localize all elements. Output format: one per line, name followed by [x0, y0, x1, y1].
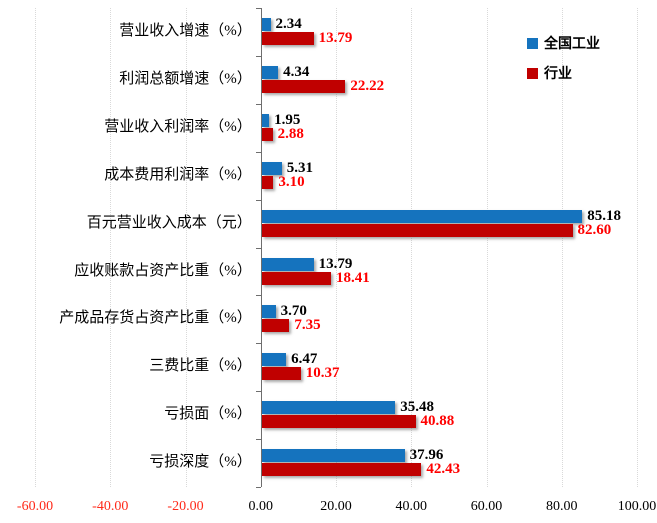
- category-label: 三费比重（%）: [149, 358, 252, 375]
- bar-sector: [261, 79, 346, 93]
- x-axis-tick-label: 100.00: [617, 499, 657, 514]
- axis-tick: [255, 247, 261, 249]
- bar-national-industry: [261, 353, 287, 367]
- category-label: 利润总额增速（%）: [119, 70, 252, 87]
- bar-sector: [261, 271, 332, 285]
- bar-value-label: 40.88: [420, 413, 455, 430]
- axis-tick: [255, 391, 261, 393]
- gridline: [110, 8, 112, 487]
- gridline: [561, 8, 563, 487]
- bar-value-label: 3.70: [280, 303, 307, 320]
- gridline: [336, 8, 337, 487]
- category-label: 营业收入利润率（%）: [104, 118, 252, 135]
- bar-national-industry: [261, 65, 279, 79]
- category-label: 营业收入增速（%）: [119, 23, 252, 39]
- bar-sector: [261, 319, 290, 333]
- gridline: [35, 8, 36, 487]
- x-axis-tick-label: -40.00: [92, 499, 129, 514]
- bar-sector: [261, 175, 274, 189]
- x-axis-tick-label: 60.00: [470, 499, 503, 514]
- category-label: 亏损深度（%）: [149, 454, 252, 471]
- bar-value-label: 22.22: [350, 77, 385, 94]
- legend-item-sector: 行业: [527, 63, 600, 83]
- gridline: [637, 8, 638, 487]
- category-label: 百元营业收入成本（元）: [86, 214, 252, 231]
- axis-tick: [255, 151, 261, 153]
- bar-value-label: 1.95: [274, 111, 301, 128]
- x-axis-tick-label: 80.00: [546, 499, 578, 514]
- bar-national-industry: [261, 161, 282, 175]
- legend-swatch-sector: [527, 67, 538, 79]
- category-label: 成本费用利润率（%）: [104, 166, 252, 183]
- axis-tick: [255, 8, 261, 9]
- bar-national-industry: [261, 401, 396, 415]
- axis-tick: [255, 199, 261, 201]
- bar-sector: [261, 32, 314, 45]
- legend-swatch-national-industry: [527, 37, 538, 49]
- x-axis-tick-label: 40.00: [395, 499, 428, 514]
- bar-value-label: 42.43: [426, 461, 461, 478]
- bar-value-label: 10.37: [305, 365, 340, 382]
- bar-value-label: 13.79: [318, 255, 353, 272]
- bar-value-label: 85.18: [587, 207, 621, 224]
- x-axis-tick-label: -20.00: [167, 499, 204, 514]
- bar-sector: [261, 367, 301, 381]
- legend-item-national-industry: 全国工业: [527, 33, 600, 53]
- bar-value-label: 6.47: [291, 351, 318, 368]
- bar-value-label: 37.96: [409, 447, 444, 464]
- bar-national-industry: [261, 449, 405, 463]
- bar-value-label: 5.31: [286, 159, 313, 176]
- bar-national-industry: [261, 209, 583, 223]
- axis-tick: [255, 439, 261, 441]
- bar-national-industry: [261, 257, 314, 271]
- bar-national-industry: [261, 113, 270, 127]
- bar-sector: [261, 463, 422, 477]
- bar-value-label: 7.35: [294, 317, 321, 334]
- axis-tick: [255, 103, 261, 105]
- bar-value-label: 2.88: [277, 125, 304, 142]
- axis-tick: [255, 343, 261, 345]
- x-axis-tick-label: 0.00: [248, 499, 274, 514]
- axis-tick: [255, 55, 261, 57]
- gridline: [411, 8, 413, 487]
- category-label: 亏损面（%）: [164, 406, 252, 423]
- gridline: [185, 8, 187, 487]
- category-axis-line: [260, 8, 262, 487]
- bar-value-label: 18.41: [336, 269, 370, 286]
- x-axis-tick-label: 20.00: [320, 499, 352, 514]
- bar-sector: [261, 223, 573, 237]
- x-axis-tick-label: -60.00: [16, 499, 54, 514]
- bar-value-label: 82.60: [577, 221, 612, 238]
- category-label: 应收账款占资产比重（%）: [74, 262, 252, 279]
- bar-sector: [261, 415, 416, 429]
- bar-value-label: 13.79: [318, 30, 353, 46]
- axis-tick: [255, 487, 261, 488]
- bar-national-industry: [261, 305, 276, 319]
- category-label: 产成品存货占资产比重（%）: [59, 310, 252, 327]
- bar-value-label: 3.10: [278, 173, 305, 190]
- legend-label-national-industry: 全国工业: [544, 37, 600, 52]
- bar-value-label: 4.34: [283, 63, 310, 80]
- bar-value-label: 35.48: [400, 399, 434, 416]
- bar-sector: [261, 127, 273, 141]
- axis-tick: [255, 295, 261, 297]
- legend-label-sector: 行业: [544, 67, 572, 82]
- bar-national-industry: [261, 18, 271, 31]
- gridline: [486, 8, 488, 487]
- legend: 全国工业 行业: [527, 33, 600, 93]
- bar-value-label: 2.34: [275, 16, 302, 32]
